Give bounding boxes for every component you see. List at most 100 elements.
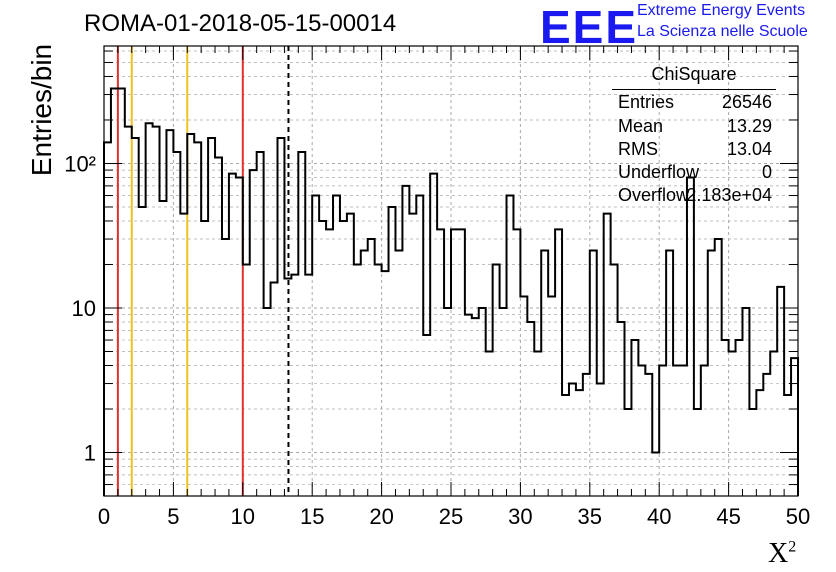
stats-value: 26546 (721, 92, 772, 112)
histogram-bin (250, 170, 257, 496)
x-tick-label: 0 (98, 504, 110, 529)
histogram-bin (146, 123, 153, 496)
x-tick-label: 40 (647, 504, 671, 529)
x-tick-label: 50 (786, 504, 810, 529)
histogram-bin (520, 297, 527, 496)
x-tick-label: 15 (300, 504, 324, 529)
histogram-bin (569, 384, 576, 496)
histogram-bin (208, 138, 215, 496)
histogram-bin (354, 264, 361, 496)
histogram-bin (194, 142, 201, 496)
x-tick-label: 45 (716, 504, 740, 529)
x-tick-label: 30 (508, 504, 532, 529)
histogram-bin (312, 196, 319, 496)
histogram-bin (243, 264, 250, 496)
histogram-bin (687, 177, 694, 496)
histogram-bin (319, 221, 326, 496)
histogram-bin (118, 89, 125, 496)
histogram-bin (583, 374, 590, 496)
histogram-bin (742, 308, 749, 496)
histogram-bin (402, 186, 409, 496)
histogram-bin (513, 229, 520, 496)
histogram-bin (527, 322, 534, 496)
histogram-bin (132, 138, 139, 496)
histogram-bin (264, 308, 271, 496)
stats-title: ChiSquare (651, 64, 737, 84)
y-tick-label: 1 (84, 440, 96, 465)
histogram-bin (701, 365, 708, 496)
histogram-bin (784, 395, 791, 496)
histogram-bin (305, 275, 312, 496)
x-tick-label: 35 (578, 504, 602, 529)
y-tick-label: 10² (64, 151, 96, 176)
histogram-bin (444, 308, 451, 496)
stats-key: Mean (618, 116, 664, 136)
stats-value: 13.29 (726, 116, 772, 136)
histogram-bin (125, 127, 132, 496)
histogram-bin (284, 278, 291, 496)
histogram-bin (340, 221, 347, 496)
histogram-bin (638, 365, 645, 496)
histogram-bin (451, 229, 458, 496)
histogram-bin (361, 250, 368, 496)
stats-divider (612, 89, 776, 90)
brand-line-1: Extreme Energy Events (637, 2, 806, 19)
histogram-bin (666, 250, 673, 496)
histogram-bin (694, 409, 701, 496)
chart-title: ROMA-01-2018-05-15-00014 (84, 10, 397, 37)
stats-value: 2.183e+04 (686, 185, 772, 205)
histogram-bin (708, 250, 715, 496)
histogram-bin (166, 130, 173, 496)
stats-key: RMS (618, 139, 658, 159)
histogram-bin (437, 229, 444, 496)
histogram-bin (729, 351, 736, 496)
histogram-bin (291, 275, 298, 496)
histogram-bin (756, 390, 763, 496)
histogram-bin (375, 264, 382, 496)
histogram-bin (770, 351, 777, 496)
histogram-bin (236, 177, 243, 496)
histogram-bin (416, 196, 423, 496)
eee-logo: EEE (540, 1, 639, 53)
histogram-bin (604, 214, 611, 496)
histogram-bin (298, 152, 305, 496)
histogram-bin (763, 374, 770, 496)
histogram-bin (555, 229, 562, 496)
histogram-bin (631, 340, 638, 496)
histogram-bin (673, 365, 680, 496)
stats-key: Underflow (618, 162, 700, 182)
histogram-bin (187, 134, 194, 496)
histogram-bin (257, 152, 264, 496)
stats-value: 13.04 (726, 139, 772, 159)
histogram-bin (562, 395, 569, 496)
histogram-bin (541, 250, 548, 496)
histogram-bin (409, 214, 416, 496)
histogram-bin (749, 409, 756, 496)
histogram-bin (153, 127, 160, 496)
histogram-bin (472, 318, 479, 496)
x-tick-label: 25 (439, 504, 463, 529)
x-tick-label: 10 (231, 504, 255, 529)
histogram-bin (326, 229, 333, 496)
histogram-bin (680, 365, 687, 496)
histogram-bin (215, 157, 222, 496)
histogram-bin (382, 271, 389, 496)
histogram-bin (645, 374, 652, 496)
histogram-bin (395, 250, 402, 496)
histogram-bin (548, 297, 555, 496)
histogram-bin (368, 239, 375, 496)
histogram-bin (722, 340, 729, 496)
histogram-bin (479, 308, 486, 496)
histogram-bin (271, 283, 278, 496)
histogram-bin (222, 239, 229, 496)
stats-key: Overflow (618, 185, 690, 205)
histogram-bin (590, 250, 597, 496)
histogram-bin (777, 287, 784, 496)
histogram-bin (180, 214, 187, 496)
histogram-bin (652, 452, 659, 496)
x-axis-label: X2 (768, 538, 797, 569)
histogram-bin (333, 196, 340, 496)
brand-line-2: La Scienza nelle Scuole (637, 23, 808, 40)
